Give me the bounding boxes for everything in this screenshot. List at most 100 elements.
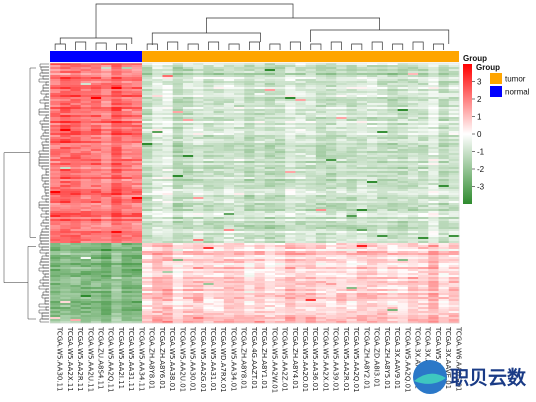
heatmap-cell xyxy=(50,129,61,132)
heatmap-cell xyxy=(182,191,194,194)
heatmap-cell xyxy=(346,187,358,190)
heatmap-cell xyxy=(264,73,276,76)
heatmap-cell xyxy=(397,117,409,120)
heatmap-cell xyxy=(80,289,92,292)
heatmap-cell xyxy=(193,127,204,130)
heatmap-cell xyxy=(213,181,225,184)
heatmap-cell xyxy=(90,297,102,300)
heatmap-cell xyxy=(172,151,184,154)
heatmap-cell xyxy=(131,217,143,220)
heatmap-cell xyxy=(172,293,184,296)
heatmap-cell xyxy=(234,199,245,202)
heatmap-cell xyxy=(285,97,296,100)
heatmap-cell xyxy=(111,109,122,112)
heatmap-cell xyxy=(244,253,255,256)
heatmap-cell xyxy=(254,101,266,104)
heatmap-cell xyxy=(377,183,388,186)
heatmap-cell xyxy=(295,121,307,124)
heatmap-cell xyxy=(356,107,368,110)
heatmap-cell xyxy=(101,279,112,282)
heatmap-cell xyxy=(244,277,255,280)
heatmap-cell xyxy=(142,135,153,138)
dendrogram-link xyxy=(44,189,49,194)
heatmap-cell xyxy=(182,171,194,174)
heatmap-cell xyxy=(131,101,143,104)
heatmap-cell xyxy=(152,123,163,126)
heatmap-cell xyxy=(305,219,317,222)
heatmap-cell xyxy=(142,277,153,280)
heatmap-cell xyxy=(274,133,286,136)
heatmap-cell xyxy=(387,239,399,242)
heatmap-cell xyxy=(152,225,163,228)
heatmap-cell xyxy=(203,301,215,304)
heatmap-cell xyxy=(223,135,235,138)
heatmap-cell xyxy=(223,85,235,88)
heatmap-cell xyxy=(264,223,276,226)
heatmap-cell xyxy=(244,211,255,214)
heatmap-cell xyxy=(172,135,184,138)
heatmap-cell xyxy=(223,187,235,190)
heatmap-cell xyxy=(428,239,439,242)
heatmap-cell xyxy=(397,187,409,190)
heatmap-cell xyxy=(203,201,215,204)
heatmap-cell xyxy=(254,171,266,174)
heatmap-cell xyxy=(346,291,358,294)
heatmap-cell xyxy=(101,129,112,132)
heatmap-cell xyxy=(326,291,337,294)
heatmap-cell xyxy=(407,207,419,210)
heatmap-cell xyxy=(336,161,347,164)
heatmap-cell xyxy=(397,171,409,174)
heatmap-cell xyxy=(101,123,112,126)
heatmap-cell xyxy=(264,297,276,300)
heatmap-cell xyxy=(193,83,204,86)
heatmap-cell xyxy=(356,209,368,212)
heatmap-cell xyxy=(223,203,235,206)
heatmap-cell xyxy=(377,181,388,184)
heatmap-cell xyxy=(111,155,122,158)
heatmap-cell xyxy=(172,145,184,148)
heatmap-cell xyxy=(305,167,317,170)
heatmap-cell xyxy=(295,279,307,282)
heatmap-cell xyxy=(295,125,307,128)
heatmap-cell xyxy=(356,215,368,218)
heatmap-cell xyxy=(50,85,61,88)
heatmap-cell xyxy=(387,163,399,166)
heatmap-cell xyxy=(336,91,347,94)
heatmap-cell xyxy=(305,297,317,300)
heatmap-cell xyxy=(326,143,337,146)
heatmap-cell xyxy=(182,107,194,110)
heatmap-cell xyxy=(428,143,439,146)
heatmap-cell xyxy=(152,263,163,266)
heatmap-cell xyxy=(223,243,235,246)
heatmap-cell xyxy=(407,65,419,68)
heatmap-cell xyxy=(305,223,317,226)
heatmap-cell xyxy=(101,291,112,294)
heatmap-cell xyxy=(315,303,327,306)
heatmap-cell xyxy=(203,87,215,90)
heatmap-cell xyxy=(326,245,337,248)
heatmap-cell xyxy=(336,291,347,294)
heatmap-cell xyxy=(254,247,266,250)
heatmap-cell xyxy=(305,185,317,188)
heatmap-cell xyxy=(295,289,307,292)
heatmap-cell xyxy=(315,119,327,122)
heatmap-cell xyxy=(182,301,194,304)
heatmap-cell xyxy=(326,263,337,266)
heatmap-cell xyxy=(182,207,194,210)
heatmap-cell xyxy=(182,231,194,234)
heatmap-cell xyxy=(418,175,429,178)
heatmap-cell xyxy=(356,205,368,208)
heatmap-cell xyxy=(111,219,122,222)
heatmap-cell xyxy=(101,167,112,170)
heatmap-cell xyxy=(162,97,174,100)
heatmap-cell xyxy=(193,299,204,302)
heatmap-cell xyxy=(438,159,450,162)
heatmap-cell xyxy=(356,249,368,252)
heatmap-cell xyxy=(70,297,82,300)
heatmap-cell xyxy=(295,99,307,102)
heatmap-cell xyxy=(366,259,378,262)
heatmap-cell xyxy=(172,79,184,82)
heatmap-cell xyxy=(90,97,102,100)
heatmap-cell xyxy=(274,83,286,86)
heatmap-cell xyxy=(101,245,112,248)
